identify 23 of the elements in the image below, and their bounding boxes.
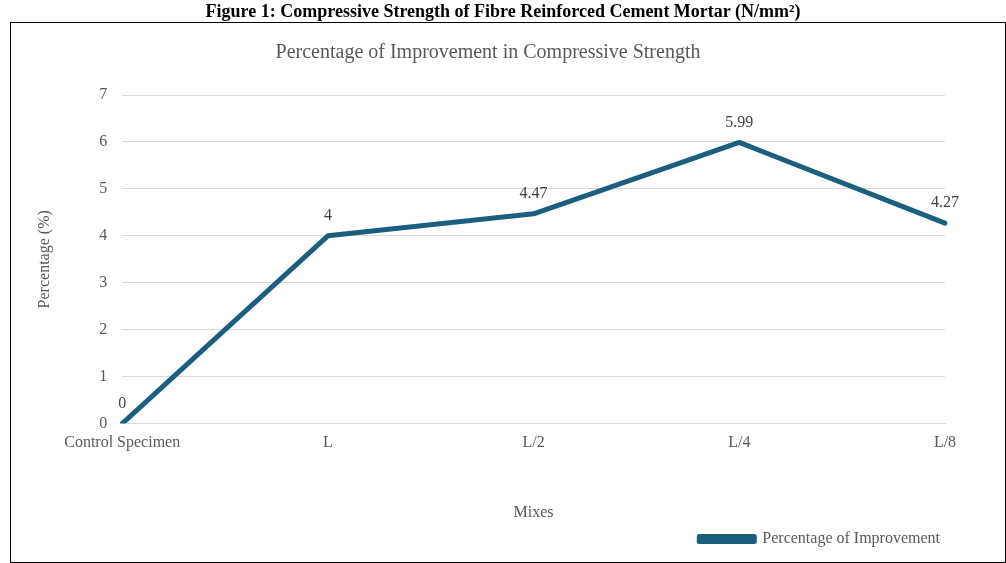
- y-axis-title: Percentage (%): [34, 210, 53, 309]
- y-tick-label: 2: [99, 319, 108, 337]
- data-label: 4.47: [519, 183, 548, 201]
- x-tick-label: L/8: [933, 433, 957, 451]
- y-tick-label: 6: [99, 132, 108, 150]
- data-label: 4: [323, 206, 332, 224]
- y-tick-label: 0: [99, 413, 108, 431]
- x-tick-label: L: [323, 433, 333, 451]
- y-tick-label: 1: [99, 366, 108, 384]
- data-label: 4.27: [931, 193, 959, 211]
- x-tick-label: L/4: [728, 433, 751, 451]
- chart-title: Percentage of Improvement in Compressive Strength: [275, 40, 701, 64]
- x-tick-label: Control Specimen: [64, 433, 181, 452]
- data-label: 0: [118, 393, 127, 411]
- legend-label: Percentage of Improvement: [762, 529, 941, 548]
- x-axis-title: Mixes: [513, 502, 554, 520]
- y-tick-label: 5: [99, 179, 108, 197]
- y-tick-label: 3: [99, 272, 108, 290]
- data-label: 5.99: [725, 112, 754, 130]
- y-tick-label: 7: [99, 85, 108, 103]
- caption: Figure 1: Compressive Strength of Fibre Reinforced Cement Mortar (N/mm²): [204, 0, 802, 22]
- x-tick-label: L/2: [522, 433, 545, 451]
- y-tick-label: 4: [99, 226, 108, 244]
